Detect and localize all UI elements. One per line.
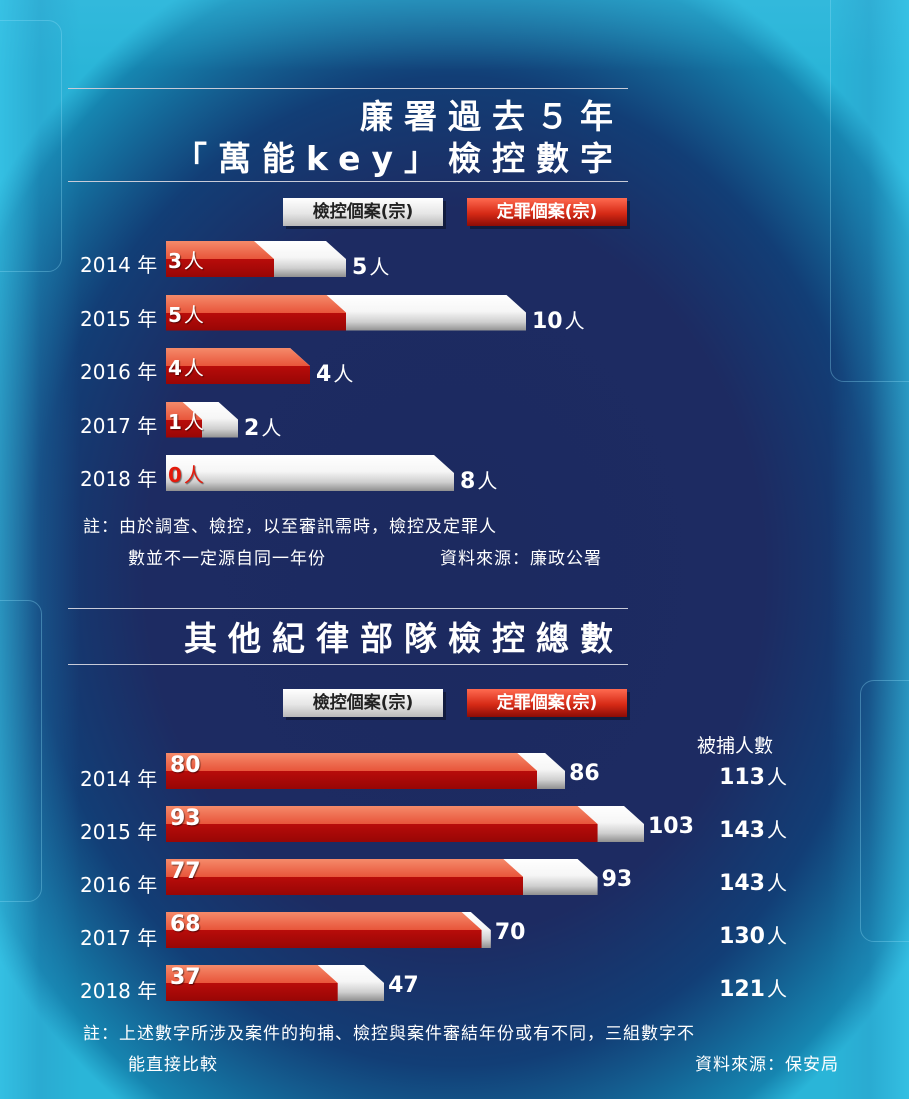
prosecuted-bar	[166, 455, 454, 491]
arrest-count-label: 143 人	[697, 867, 787, 896]
convicted-value: 4	[168, 356, 182, 380]
circuit-decoration	[860, 680, 909, 942]
circuit-decoration	[830, 0, 909, 382]
convicted-bar	[166, 753, 537, 789]
unit-label: 人	[564, 308, 585, 333]
chart1-title-line2: 「萬能key」檢控數字	[174, 139, 624, 178]
prosecuted-value-label: 10 人	[532, 305, 585, 334]
prosecuted-value: 2	[244, 415, 260, 441]
arrest-count: 113	[719, 765, 765, 790]
prosecuted-value-label: 103	[648, 814, 694, 839]
convicted-value-label: 77	[170, 859, 201, 884]
chart2-note-line1: 註：上述數字所涉及案件的拘捕、檢控與案件審結年份或有不同，三組數字不	[83, 1024, 695, 1044]
arrest-count-label: 130 人	[697, 920, 787, 949]
legend-prosecuted: 檢控個案(宗)	[283, 689, 443, 717]
prosecuted-value: 8	[460, 469, 476, 494]
arrest-count: 121	[719, 977, 765, 1002]
unit-label: 人	[183, 356, 204, 380]
arrest-count-label: 121 人	[697, 973, 787, 1002]
arrest-count-label: 143 人	[697, 814, 787, 843]
year-label: 2016 年	[80, 873, 158, 897]
unit-label: 人	[183, 463, 204, 487]
convicted-bar	[166, 965, 338, 1001]
convicted-value-label: 93	[170, 806, 201, 831]
convicted-value-label: 37	[170, 965, 201, 990]
year-label: 2016 年	[80, 360, 158, 384]
chart1-title-line1: 廉署過去５年	[360, 97, 624, 136]
prosecuted-value: 10	[532, 308, 563, 334]
arrest-count: 143	[719, 871, 765, 896]
legend-prosecuted: 檢控個案(宗)	[283, 198, 443, 226]
prosecuted-value-label: 93	[601, 867, 633, 892]
prosecuted-value: 4	[316, 362, 332, 387]
unit-label: 人	[183, 409, 204, 434]
year-label: 2014 年	[80, 767, 158, 791]
title-bottom-rule	[68, 181, 628, 182]
chart1-note-line2: 數並不一定源自同一年份	[128, 549, 326, 569]
chart2-title: 其他紀律部隊檢控總數	[184, 619, 624, 658]
year-label: 2015 年	[80, 306, 158, 331]
legend-convicted: 定罪個案(宗)	[467, 689, 627, 717]
chart1-source: 資料來源：廉政公署	[440, 549, 602, 569]
unit-label: 人	[183, 302, 204, 327]
title2-bottom-rule	[68, 664, 628, 665]
title2-top-rule	[68, 608, 628, 609]
unit-label: 人	[183, 249, 204, 273]
convicted-bar	[166, 859, 523, 895]
arrest-count: 143	[719, 818, 765, 843]
chart1-note-line1: 註：由於調查、檢控，以至審訊需時，檢控及定罪人	[83, 517, 497, 537]
unit-label: 人	[767, 924, 787, 948]
unit-label: 人	[767, 818, 787, 842]
convicted-bar	[166, 912, 482, 948]
arrest-count-label: 113 人	[697, 761, 787, 790]
year-label: 2017 年	[80, 926, 158, 950]
unit-label: 人	[767, 765, 787, 789]
convicted-value-label: 68	[170, 912, 201, 937]
convicted-value: 0	[168, 463, 182, 487]
unit-label: 人	[333, 362, 354, 386]
unit-label: 人	[767, 977, 787, 1001]
year-label: 2015 年	[80, 820, 158, 844]
title-top-rule	[68, 88, 628, 89]
chart2-source: 資料來源：保安局	[695, 1055, 839, 1075]
prosecuted-value-label: 47	[388, 973, 419, 998]
convicted-value: 3	[168, 249, 182, 273]
convicted-bar	[166, 348, 310, 384]
convicted-value-label: 80	[170, 753, 201, 778]
arrest-count: 130	[719, 924, 765, 949]
unit-label: 人	[369, 255, 390, 279]
convicted-value: 5	[168, 302, 182, 327]
prosecuted-value-label: 70	[494, 920, 526, 945]
unit-label: 人	[261, 415, 282, 440]
legend-convicted: 定罪個案(宗)	[467, 198, 627, 226]
circuit-decoration	[0, 20, 62, 272]
year-label: 2017 年	[80, 413, 158, 438]
prosecuted-value-label: 86	[569, 761, 600, 786]
unit-label: 人	[477, 469, 498, 493]
year-label: 2018 年	[80, 467, 158, 491]
chart2-note-line2: 能直接比較	[128, 1055, 218, 1075]
convicted-value: 1	[168, 409, 182, 434]
convicted-bar	[166, 241, 274, 277]
circuit-decoration	[0, 600, 42, 902]
convicted-bar	[166, 806, 598, 842]
year-label: 2014 年	[80, 253, 158, 277]
arrest-header: 被捕人數	[697, 735, 774, 757]
convicted-bar	[166, 295, 346, 331]
year-label: 2018 年	[80, 979, 158, 1003]
prosecuted-value: 5	[352, 255, 368, 280]
unit-label: 人	[767, 871, 787, 895]
